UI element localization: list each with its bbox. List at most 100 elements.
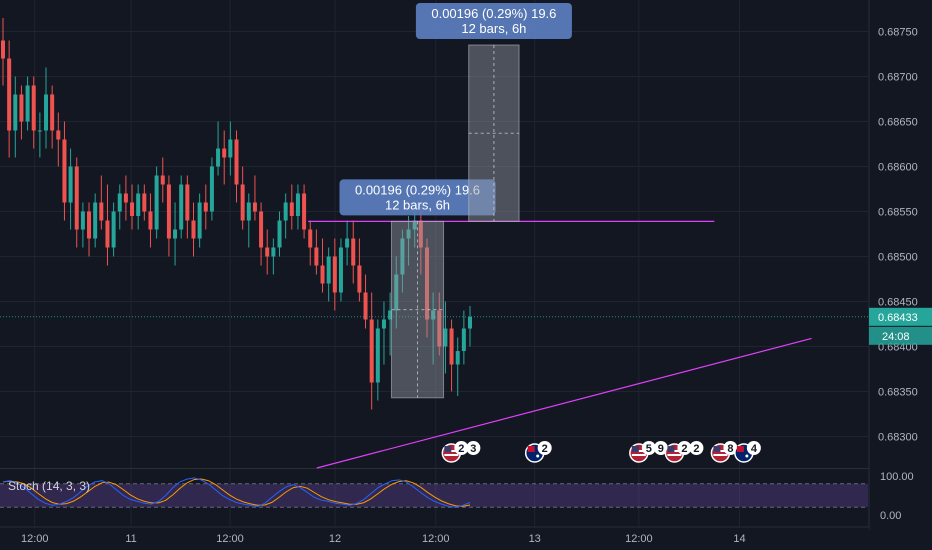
current-price-tag[interactable] [869,307,932,326]
measure-label-box [339,179,496,216]
candle-body [234,139,239,185]
candle-body [111,211,116,248]
candle-body [136,193,141,216]
candle-body [394,274,399,311]
stoch-tick-label: 0.00 [880,510,901,522]
time-axis[interactable]: 12:00 11 12:00 12 12:00 13 12:00 14 [0,526,869,550]
candle-body [93,202,98,239]
trend-line[interactable] [316,337,812,469]
candle-body [31,85,36,131]
stochastic-pane[interactable]: Stoch (14, 3, 3) [0,477,868,508]
stoch-indicator-label[interactable]: Stoch (14, 3, 3) [8,479,90,493]
candle-body [37,130,42,132]
price-tick-label: 0.68600 [878,162,918,174]
drawings-layer[interactable]: 0.00196 (0.29%) 19.612 bars, 6h0.00196 (… [0,3,868,469]
candle-body [265,247,270,257]
flag-canton [444,446,452,452]
flag-stripe [631,454,646,456]
flag-star [536,454,540,458]
candle-body [431,310,436,320]
candle-body [338,247,343,293]
candle-body [68,166,73,203]
price-tick-label: 0.68500 [878,252,918,264]
candle-body [375,328,380,383]
candle-body [25,85,30,122]
candle-body [19,94,24,122]
flag-canton [631,446,639,452]
measure-tool[interactable]: 0.00196 (0.29%) 19.612 bars, 6h [415,3,572,222]
candle-body [7,58,12,131]
candle-body [123,193,128,203]
candle-body [259,211,264,248]
flag-stripe [667,454,682,456]
stoch-tick-label: 100.00 [880,471,914,483]
candle-body [320,265,325,284]
badge-extra-disc [689,441,704,455]
price-tick-label: 0.68300 [878,432,918,444]
candle-body [117,193,122,212]
candle-body [87,211,92,239]
measure-label-line2: 12 bars, 6h [461,21,526,36]
candle-body [222,148,227,158]
badge-count-disc [746,441,761,455]
price-tick-label: 0.68550 [878,207,918,219]
candle-body [99,202,104,221]
time-tick-label: 12:00 [422,533,450,545]
candle-body [437,310,442,347]
flag-stripe [713,454,728,456]
candle-body [203,202,208,212]
candle-body [345,238,350,248]
candle-body [400,238,405,275]
price-tick-label: 0.68450 [878,297,918,309]
measure-label-line1: 0.00196 (0.29%) 19.6 [431,6,556,21]
badge-extra-disc [466,441,481,455]
candle-body [13,94,18,131]
candle-body [50,94,55,131]
candle-body [388,310,393,320]
candle-body [363,292,368,320]
measure-tool[interactable]: 0.00196 (0.29%) 19.612 bars, 6h [339,179,496,399]
candle-body [455,351,460,365]
candle-body [369,319,374,383]
badge-extra-count: 2 [693,443,699,455]
badge-count: 2 [542,443,548,455]
badge-count: 8 [727,443,733,455]
badge-extra-count: 3 [470,443,476,455]
current-price-value: 0.68433 [878,312,918,324]
price-axis-background [869,0,932,550]
candle-body [209,166,214,212]
candle-body [351,238,356,266]
candle-body [302,193,307,230]
candle-body [381,319,386,329]
candle-body [271,247,276,257]
candle-body [173,229,178,239]
candle-body [148,211,153,230]
candle-body [130,202,135,216]
stoch-k-line [2,477,471,508]
candle-body [191,220,196,239]
candle-body [418,220,423,248]
candle-body [44,94,49,131]
candle-body [277,220,282,248]
candle-body [449,328,454,365]
badge-count-disc [537,441,552,455]
candle-body [406,229,411,239]
candle-body [142,193,147,212]
economic-event-badge[interactable]: 4 [734,441,761,463]
candle-body [443,328,448,347]
stoch-d-line [2,478,471,507]
bar-countdown: 24:08 [882,331,910,343]
candle-body [252,202,257,212]
candle-body [105,220,110,248]
price-axis[interactable]: 0.68750 0.68700 0.68650 0.68600 0.68550 0.685… [868,0,932,550]
countdown-tag [869,326,932,345]
economic-event-badge[interactable]: 8 [710,441,738,463]
candle-body [295,193,300,216]
economic-event-badge[interactable]: 2 [524,441,552,463]
candle-body [461,328,466,351]
